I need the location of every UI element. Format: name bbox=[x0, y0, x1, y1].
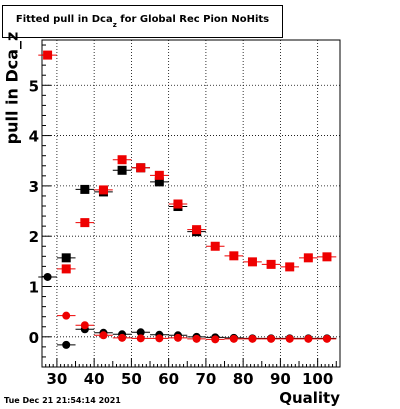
data-point-square bbox=[192, 225, 202, 235]
plot-frame bbox=[41, 39, 341, 368]
data-point-circle bbox=[43, 272, 52, 281]
chart-title: Fitted pull in Dcaz for Global Rec Pion … bbox=[3, 14, 282, 29]
data-point-circle bbox=[136, 328, 145, 337]
timestamp: Tue Dec 21 21:54:14 2021 bbox=[4, 396, 121, 405]
x-tick-label: 90 bbox=[270, 370, 291, 388]
x-tick-label: 100 bbox=[302, 370, 333, 388]
data-point-square bbox=[285, 262, 295, 272]
y-tick-label: 1 bbox=[29, 279, 39, 297]
x-tick-label: 80 bbox=[233, 370, 254, 388]
data-point-square bbox=[154, 170, 164, 180]
data-point-circle bbox=[155, 334, 164, 343]
y-tick-label: 2 bbox=[29, 228, 39, 246]
data-point-circle bbox=[192, 334, 201, 343]
data-point-circle bbox=[229, 334, 238, 343]
data-point-circle bbox=[211, 335, 220, 344]
data-point-square bbox=[117, 165, 127, 175]
chart-title-rest: for Global Rec Pion NoHits bbox=[116, 14, 270, 25]
data-point-square bbox=[61, 253, 71, 263]
y-tick-label: 3 bbox=[29, 178, 39, 196]
data-point-circle bbox=[62, 311, 71, 320]
data-point-square bbox=[210, 241, 220, 251]
data-points bbox=[38, 50, 337, 349]
x-tick-label: 60 bbox=[158, 370, 179, 388]
data-point-square bbox=[136, 163, 146, 173]
data-point-circle bbox=[285, 334, 294, 343]
data-point-square bbox=[43, 50, 53, 60]
data-point-square bbox=[247, 257, 257, 267]
data-point-circle bbox=[322, 334, 331, 343]
data-point-circle bbox=[173, 333, 182, 342]
data-point-square bbox=[173, 199, 183, 209]
data-point-square bbox=[80, 218, 90, 228]
data-point-circle bbox=[80, 321, 89, 330]
y-tick-label: 4 bbox=[29, 128, 39, 146]
data-point-circle bbox=[118, 333, 127, 342]
data-point-circle bbox=[248, 334, 257, 343]
data-point-square bbox=[303, 253, 313, 263]
data-point-square bbox=[266, 259, 276, 269]
x-tick-label: 30 bbox=[46, 370, 67, 388]
data-point-square bbox=[322, 252, 332, 262]
data-point-square bbox=[98, 185, 108, 195]
data-point-circle bbox=[304, 334, 313, 343]
x-tick-label: 50 bbox=[121, 370, 142, 388]
x-tick-label: 70 bbox=[195, 370, 216, 388]
x-axis-label: Quality bbox=[279, 389, 340, 407]
grid bbox=[42, 40, 340, 367]
data-point-square bbox=[61, 264, 71, 274]
chart-title-box: Fitted pull in Dcaz for Global Rec Pion … bbox=[2, 5, 283, 38]
data-point-square bbox=[117, 155, 127, 165]
axes: 30 40 50 60 70 80 90 100 0 1 2 3 4 5 bbox=[29, 44, 341, 388]
x-tick-label: 40 bbox=[84, 370, 105, 388]
y-axis-label: pull in Dca_z bbox=[2, 31, 22, 145]
data-point-square bbox=[80, 184, 90, 194]
chart-title-sub: z bbox=[112, 21, 117, 29]
data-point-circle bbox=[136, 334, 145, 343]
chart-title-main: Fitted pull in Dca bbox=[15, 14, 113, 25]
y-tick-label: 0 bbox=[29, 329, 39, 347]
data-point-circle bbox=[62, 340, 71, 349]
data-point-square bbox=[154, 177, 164, 187]
y-tick-label: 5 bbox=[29, 77, 39, 95]
data-point-circle bbox=[99, 331, 108, 340]
data-point-square bbox=[229, 251, 239, 261]
data-point-circle bbox=[267, 334, 276, 343]
